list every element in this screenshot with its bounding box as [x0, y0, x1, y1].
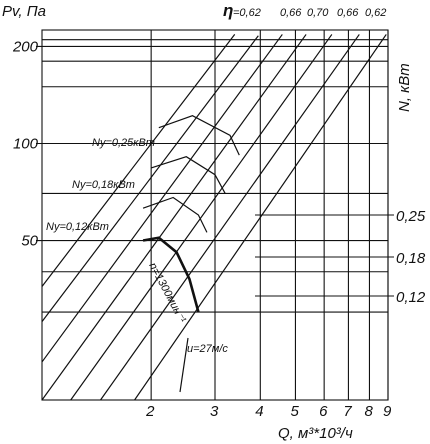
efficiency-value: 0,66 [280, 7, 302, 19]
power-curve-label: Ny=0,25кВт [92, 137, 155, 149]
y-axis-title: Pv, Па [2, 3, 46, 20]
power-tick-label: 0,12 [396, 289, 426, 306]
x-tick-label: 6 [319, 403, 328, 420]
x-tick-label: 3 [210, 403, 219, 420]
right-axis-title: N, кВт [396, 63, 413, 112]
velocity-line [41, 34, 283, 363]
y-tick-label: 100 [13, 136, 39, 153]
velocity-line [41, 34, 307, 401]
speed-curve [142, 236, 200, 313]
x-tick-label: 2 [145, 403, 155, 420]
x-tick-label: 8 [364, 403, 373, 420]
x-tick-label: 5 [290, 403, 299, 420]
efficiency-value: 0,66 [337, 7, 359, 19]
efficiency-value: =0,62 [233, 7, 261, 19]
power-tick-label: 0,18 [396, 250, 426, 267]
velocity-line [100, 34, 360, 401]
y-tick-label: 200 [12, 38, 39, 55]
power-curve-label: Ny=0,18кВт [72, 179, 135, 191]
grid [36, 29, 394, 401]
velocity-label: u=27м/с [187, 343, 228, 355]
efficiency-value: 0,70 [307, 7, 329, 19]
velocity-line [134, 34, 387, 401]
power-curve-label: Ny=0,12кВт [46, 221, 109, 233]
velocity-line [70, 34, 333, 401]
efficiency-symbol: η [223, 1, 233, 20]
efficiency-value: 0,62 [365, 7, 386, 19]
x-axis-title: Q, м³*10³/ч [278, 425, 353, 442]
x-tick-label: 7 [343, 403, 352, 420]
speed-curve-label: n=1300мин⁻¹ [146, 261, 188, 325]
velocity-line [41, 34, 236, 287]
power-curve [150, 156, 226, 194]
power-tick-label: 0,25 [396, 208, 426, 225]
power-curves [142, 115, 240, 393]
velocity-lines [41, 34, 387, 401]
x-tick-label: 4 [255, 403, 263, 420]
power-curve [142, 196, 208, 233]
y-tick-label: 50 [21, 233, 38, 250]
x-tick-label: 9 [383, 403, 392, 420]
labels: Pv, Па Q, м³*10³/ч N, кВт η u=27м/с n=13… [2, 1, 426, 442]
velocity-line [41, 35, 259, 323]
power-curve [158, 115, 240, 156]
velocity-leader [179, 337, 189, 393]
